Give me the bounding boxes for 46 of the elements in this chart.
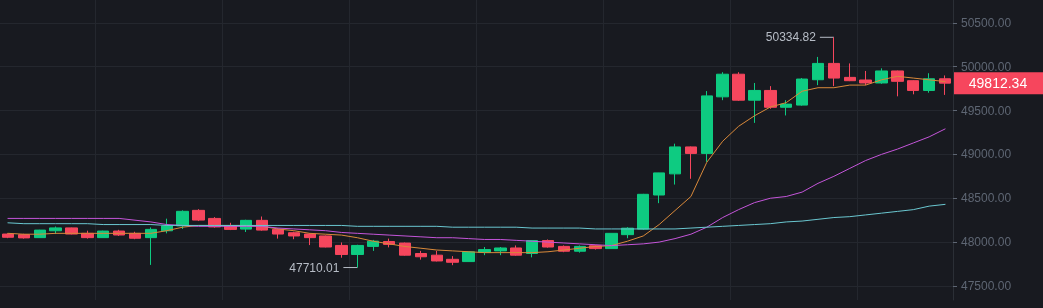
annotation: 47710.01 <box>289 260 340 275</box>
candlestick <box>637 193 649 231</box>
candlestick <box>828 36 840 87</box>
candlestick <box>49 225 62 235</box>
candlestick <box>18 233 30 240</box>
candlestick <box>2 232 14 239</box>
y-tick-label: 48000.00 <box>961 235 1012 250</box>
candlestick <box>145 226 157 266</box>
candlestick <box>304 232 316 246</box>
annotation: 50334.82 <box>765 30 817 45</box>
candlestick <box>669 143 681 186</box>
candlestick <box>288 231 300 240</box>
y-tick-label: 49500.00 <box>961 103 1012 118</box>
text: 49812.34 <box>968 75 1028 92</box>
candlestick <box>844 62 856 82</box>
candlestick <box>351 244 364 269</box>
candlestick <box>907 79 919 95</box>
candlestick <box>431 250 443 262</box>
candlestick <box>859 70 872 86</box>
line-series <box>7 75 946 254</box>
candlestick <box>812 56 824 86</box>
candlestick <box>192 208 205 222</box>
candlestick <box>462 250 475 263</box>
y-tick-label: 47500.00 <box>961 278 1012 293</box>
candlestick <box>748 82 761 124</box>
candlestick <box>716 71 729 101</box>
candlestick <box>732 71 745 102</box>
candlestick <box>335 241 348 259</box>
candlestick <box>176 209 189 230</box>
candlestick <box>319 235 332 248</box>
candlestick <box>764 85 777 110</box>
y-tick-label: 48500.00 <box>961 191 1012 206</box>
candlestick <box>685 145 697 180</box>
line-series <box>7 203 946 230</box>
candlestick <box>796 77 808 107</box>
line-series <box>7 128 946 247</box>
candlestick <box>494 246 507 256</box>
candlestick <box>701 90 713 163</box>
candlestick <box>923 72 935 94</box>
candlestick <box>446 255 459 266</box>
candlestick <box>97 230 109 239</box>
y-tick-label: 49000.00 <box>961 147 1012 162</box>
candlestick <box>653 172 665 204</box>
y-tick-label: 50000.00 <box>961 59 1012 74</box>
candlestick <box>415 250 427 261</box>
y-tick-label: 50500.00 <box>961 15 1012 30</box>
